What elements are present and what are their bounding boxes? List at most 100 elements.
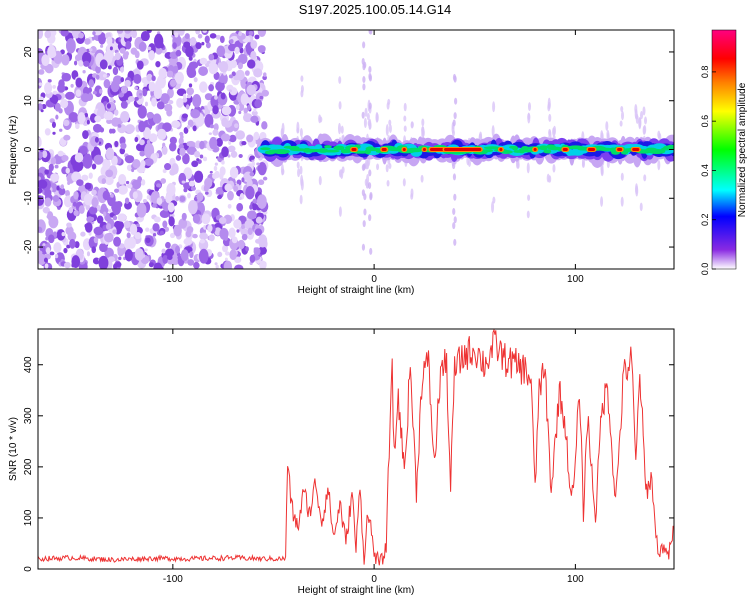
streak-dot	[600, 130, 604, 142]
streak-dot	[281, 168, 285, 175]
noise-speckle	[102, 158, 111, 169]
noise-speckle	[144, 158, 154, 166]
streak-dot	[642, 125, 646, 135]
noise-speckle	[103, 211, 107, 217]
noise-speckle	[237, 62, 243, 70]
noise-speckle	[241, 233, 248, 241]
noise-speckle	[209, 33, 217, 39]
streak-dot	[421, 126, 425, 135]
noise-speckle	[183, 237, 193, 246]
noise-speckle	[263, 72, 267, 77]
noise-speckle	[196, 158, 200, 162]
streak-dot	[375, 111, 379, 123]
streak-dot	[492, 101, 496, 113]
streak-dot	[366, 173, 370, 185]
noise-speckle	[113, 263, 117, 269]
colorbar-tick-label: 0.2	[700, 213, 710, 226]
noise-speckle	[82, 70, 86, 74]
noise-speckle	[95, 65, 101, 74]
streak-dot	[453, 112, 457, 120]
streak-dot	[657, 159, 661, 171]
noise-speckle	[101, 178, 107, 185]
noise-speckle	[181, 113, 189, 119]
streak-dot	[420, 174, 424, 183]
noise-speckle	[228, 74, 233, 79]
noise-speckle	[247, 227, 253, 236]
noise-speckle	[201, 213, 211, 225]
noise-speckle	[73, 209, 79, 217]
band-blob	[648, 148, 666, 155]
noise-speckle	[142, 88, 148, 97]
noise-speckle	[187, 259, 195, 266]
noise-speckle	[52, 195, 60, 202]
noise-speckle	[68, 112, 79, 123]
streak-dot	[369, 247, 373, 255]
noise-speckle	[227, 203, 232, 209]
noise-speckle	[151, 75, 156, 82]
noise-speckle	[208, 62, 219, 75]
noise-speckle	[88, 79, 95, 88]
noise-speckle	[70, 83, 74, 88]
noise-speckle	[126, 232, 131, 239]
noise-speckle	[230, 150, 238, 158]
noise-speckle	[182, 93, 187, 99]
noise-speckle	[181, 212, 187, 221]
band-hot-core	[422, 148, 426, 151]
noise-speckle	[60, 98, 69, 109]
noise-speckle	[199, 57, 208, 65]
noise-speckle	[124, 249, 133, 262]
noise-speckle	[229, 39, 234, 44]
noise-speckle	[188, 180, 195, 187]
noise-speckle	[105, 147, 115, 160]
streak-dot	[620, 196, 624, 207]
streak-dot	[368, 214, 372, 222]
noise-speckle	[231, 71, 236, 77]
streak-dot	[634, 183, 638, 195]
streak-dot	[620, 106, 624, 113]
noise-speckle	[105, 169, 114, 178]
noise-speckle	[148, 50, 155, 61]
noise-speckle	[67, 231, 77, 242]
streak-dot	[300, 178, 304, 191]
noise-speckle	[88, 48, 93, 52]
streak-dot	[363, 193, 367, 201]
noise-speckle	[86, 251, 91, 257]
noise-speckle	[48, 234, 55, 244]
noise-speckle	[261, 89, 269, 97]
noise-speckle	[184, 33, 190, 40]
streak-dot	[338, 206, 342, 217]
noise-speckle	[202, 30, 208, 33]
spectrogram-ylabel: Frequency (Hz)	[8, 116, 19, 185]
noise-speckle	[168, 100, 174, 105]
noise-speckle	[152, 113, 162, 124]
noise-speckle	[139, 92, 143, 96]
noise-speckle	[47, 45, 56, 59]
noise-speckle	[237, 239, 245, 250]
noise-speckle	[213, 123, 219, 132]
noise-speckle	[89, 216, 95, 222]
colorbar-tick-label: 0.0	[700, 263, 710, 276]
noise-speckle	[125, 180, 130, 185]
noise-speckle	[175, 195, 180, 202]
noise-speckle	[164, 163, 172, 171]
streak-dot	[366, 159, 370, 170]
noise-speckle	[245, 246, 249, 252]
noise-speckle	[246, 59, 256, 69]
noise-speckle	[44, 169, 49, 175]
noise-speckle	[159, 209, 170, 219]
noise-speckle	[66, 222, 72, 228]
noise-speckle	[254, 34, 260, 40]
streak-dot	[361, 111, 365, 119]
noise-speckle	[38, 151, 43, 159]
noise-speckle	[50, 157, 57, 165]
noise-speckle	[219, 35, 225, 44]
noise-speckle	[208, 84, 215, 92]
noise-speckle	[238, 196, 242, 201]
noise-speckle	[142, 127, 151, 140]
streak-dot	[526, 210, 530, 219]
band-blob	[324, 145, 332, 149]
noise-speckle	[92, 91, 97, 95]
noise-speckle	[132, 159, 141, 169]
noise-speckle	[93, 154, 104, 165]
noise-speckle	[204, 93, 213, 101]
